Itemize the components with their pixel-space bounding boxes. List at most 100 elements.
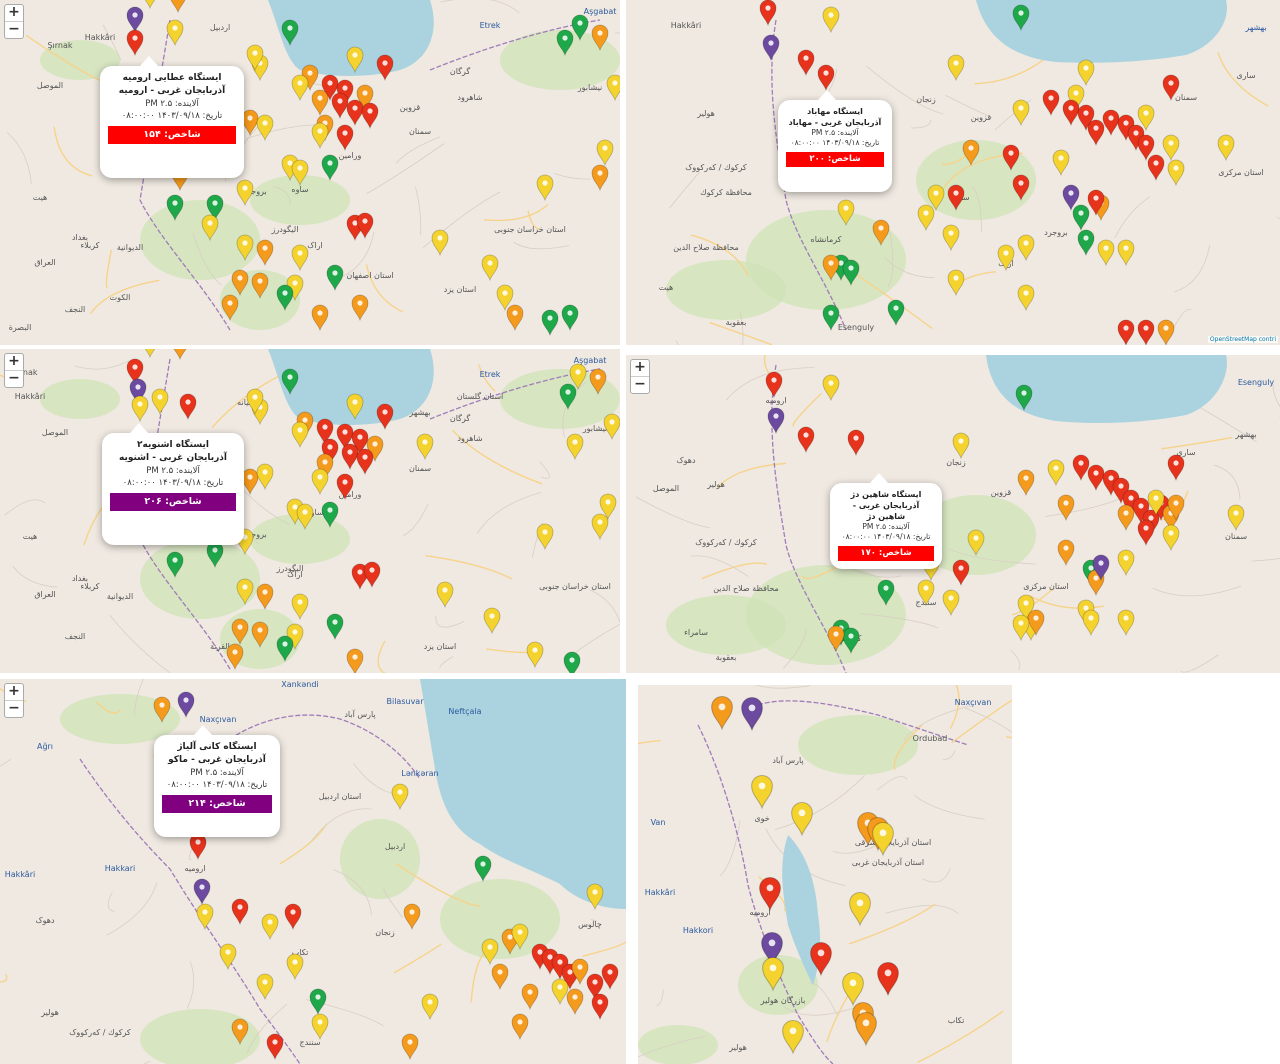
station-marker[interactable]: [962, 139, 980, 167]
station-marker[interactable]: [1117, 549, 1135, 577]
station-marker[interactable]: [1162, 74, 1180, 102]
station-marker[interactable]: [196, 903, 214, 931]
station-marker[interactable]: [1227, 504, 1245, 532]
station-marker[interactable]: [586, 973, 604, 1001]
station-marker[interactable]: [311, 1013, 329, 1041]
station-marker[interactable]: [331, 92, 349, 120]
station-marker[interactable]: [1147, 154, 1165, 182]
map-panel-3[interactable]: Şırnak Hakkâri الموصل بغداد كربلاء النجف العرا…: [0, 349, 620, 673]
station-marker[interactable]: [759, 877, 781, 912]
station-popup[interactable]: ایستگاه عطایی ارومیه آذربایجان غربی - ار…: [100, 56, 244, 178]
map-canvas-2[interactable]: Hakkâri هولیر كركوك / کەرکووک محافظة كركوك م…: [626, 0, 1280, 345]
station-marker[interactable]: [566, 988, 584, 1016]
station-marker[interactable]: [596, 139, 614, 167]
map-panel-5[interactable]: Ağrı Naxçıvan Xankəndi Bilasuvar Lənkəran Nef…: [0, 679, 626, 1064]
station-marker[interactable]: [797, 426, 815, 454]
station-marker[interactable]: [336, 79, 354, 107]
station-marker[interactable]: [947, 54, 965, 82]
station-marker[interactable]: [741, 697, 763, 732]
station-marker[interactable]: [431, 229, 449, 257]
station-marker[interactable]: [591, 993, 609, 1021]
station-marker[interactable]: [711, 696, 733, 731]
zoom-out-button[interactable]: −: [5, 21, 23, 38]
station-marker[interactable]: [1072, 454, 1090, 482]
station-marker[interactable]: [336, 423, 354, 451]
station-marker[interactable]: [765, 371, 783, 399]
station-popup[interactable]: ایستگاه مهاباد آذربایجان غربی - مهاباد آ…: [778, 90, 892, 192]
station-marker[interactable]: [1157, 319, 1175, 345]
map-canvas-5[interactable]: Ağrı Naxçıvan Xankəndi Bilasuvar Lənkəran Nef…: [0, 679, 626, 1064]
station-marker[interactable]: [351, 563, 369, 591]
station-marker[interactable]: [1057, 494, 1075, 522]
station-marker[interactable]: [241, 468, 259, 496]
station-popup[interactable]: ایستگاه شاهین دژ آذربایجان غربی - شاهین …: [830, 473, 942, 569]
station-marker[interactable]: [246, 388, 264, 416]
station-marker[interactable]: [586, 883, 604, 911]
station-marker[interactable]: [481, 938, 499, 966]
station-marker[interactable]: [276, 635, 294, 663]
station-marker[interactable]: [256, 239, 274, 267]
station-marker[interactable]: [316, 418, 334, 446]
station-marker[interactable]: [952, 559, 970, 587]
station-marker[interactable]: [341, 443, 359, 471]
station-marker[interactable]: [1012, 99, 1030, 127]
station-marker[interactable]: [126, 29, 144, 57]
station-marker[interactable]: [276, 284, 294, 312]
station-marker[interactable]: [403, 903, 421, 931]
station-marker[interactable]: [311, 89, 329, 117]
station-marker[interactable]: [1137, 519, 1155, 547]
station-marker[interactable]: [559, 383, 577, 411]
station-marker[interactable]: [226, 643, 244, 671]
station-marker[interactable]: [251, 621, 269, 649]
station-marker[interactable]: [1077, 229, 1095, 257]
station-marker[interactable]: [591, 164, 609, 192]
station-marker[interactable]: [491, 963, 509, 991]
station-marker[interactable]: [551, 978, 569, 1006]
station-marker[interactable]: [496, 284, 514, 312]
map-canvas-6[interactable]: Naxçıvan پارس آباد Van خوی استان آذربایجان غ…: [638, 685, 1012, 1064]
station-marker[interactable]: [1162, 134, 1180, 162]
station-marker[interactable]: [153, 696, 171, 724]
station-marker[interactable]: [356, 448, 374, 476]
station-marker[interactable]: [569, 363, 587, 391]
station-marker[interactable]: [927, 184, 945, 212]
station-marker[interactable]: [296, 503, 314, 531]
map-panel-6[interactable]: Naxçıvan پارس آباد Van خوی استان آذربایجان غ…: [638, 685, 1012, 1064]
station-marker[interactable]: [391, 783, 409, 811]
station-marker[interactable]: [947, 184, 965, 212]
station-marker[interactable]: [1097, 239, 1115, 267]
station-marker[interactable]: [291, 421, 309, 449]
station-marker[interactable]: [842, 627, 860, 655]
station-marker[interactable]: [351, 428, 369, 456]
station-marker[interactable]: [346, 393, 364, 421]
map-panel-1[interactable]: Şırnak Hakkâri الموصل بغداد كربلاء النجف العرا…: [0, 0, 620, 345]
station-marker[interactable]: [1017, 234, 1035, 262]
station-marker[interactable]: [241, 109, 259, 137]
station-marker[interactable]: [511, 923, 529, 951]
station-marker[interactable]: [1087, 119, 1105, 147]
station-marker[interactable]: [231, 898, 249, 926]
station-marker[interactable]: [566, 433, 584, 461]
station-marker[interactable]: [291, 593, 309, 621]
station-marker[interactable]: [193, 878, 211, 906]
station-marker[interactable]: [947, 269, 965, 297]
station-marker[interactable]: [822, 374, 840, 402]
station-marker[interactable]: [917, 204, 935, 232]
station-marker[interactable]: [281, 19, 299, 47]
station-marker[interactable]: [179, 393, 197, 421]
station-marker[interactable]: [1017, 284, 1035, 312]
station-marker[interactable]: [284, 903, 302, 931]
station-marker[interactable]: [126, 358, 144, 386]
station-marker[interactable]: [827, 625, 845, 653]
station-marker[interactable]: [1162, 524, 1180, 552]
station-marker[interactable]: [1042, 89, 1060, 117]
station-marker[interactable]: [361, 102, 379, 130]
station-marker[interactable]: [536, 523, 554, 551]
station-marker[interactable]: [266, 1033, 284, 1061]
station-marker[interactable]: [1117, 609, 1135, 637]
station-marker[interactable]: [166, 551, 184, 579]
station-marker[interactable]: [1217, 134, 1235, 162]
station-marker[interactable]: [511, 1013, 529, 1041]
station-marker[interactable]: [761, 932, 783, 967]
